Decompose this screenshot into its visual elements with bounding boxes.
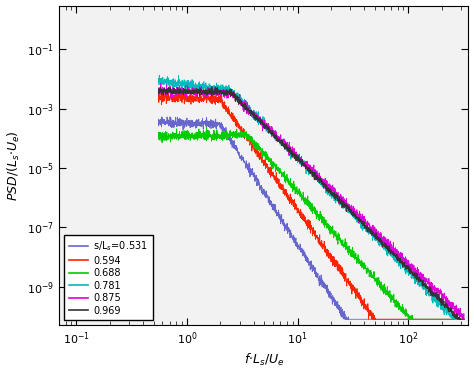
s/L$_s$=0.531 <box>167 121 173 125</box>
0.875 <box>293 154 299 158</box>
s/L$_s$=0.531 <box>302 252 308 256</box>
Line: 0.781: 0.781 <box>158 75 464 319</box>
s/L$_s$=0.531 <box>293 242 299 246</box>
0.781 <box>302 164 308 169</box>
0.875 <box>452 311 458 316</box>
Line: 0.688: 0.688 <box>158 128 464 319</box>
Line: 0.875: 0.875 <box>158 83 464 319</box>
s/L$_s$=0.531 <box>395 317 401 322</box>
0.969 <box>395 255 401 260</box>
0.969 <box>302 162 308 166</box>
s/L$_s$=0.531 <box>452 317 458 322</box>
0.969 <box>293 154 299 158</box>
Line: 0.594: 0.594 <box>158 92 464 319</box>
0.875 <box>461 317 467 322</box>
0.875 <box>452 306 458 311</box>
0.969 <box>452 313 458 317</box>
0.969 <box>461 317 467 322</box>
0.781 <box>395 256 401 261</box>
0.688 <box>452 317 458 322</box>
0.688 <box>461 317 467 322</box>
0.875 <box>302 162 308 167</box>
0.781 <box>293 153 299 157</box>
s/L$_s$=0.531 <box>452 317 458 322</box>
0.875 <box>395 249 401 254</box>
0.688 <box>302 198 308 203</box>
0.594 <box>461 317 467 322</box>
0.594 <box>452 317 458 322</box>
0.594 <box>452 317 458 322</box>
0.594 <box>395 317 401 322</box>
Line: 0.969: 0.969 <box>158 86 464 319</box>
0.688 <box>395 304 401 309</box>
0.969 <box>452 312 458 316</box>
0.781 <box>167 79 173 83</box>
0.594 <box>302 214 308 218</box>
0.781 <box>452 317 458 322</box>
0.594 <box>167 97 173 102</box>
0.688 <box>167 134 173 138</box>
X-axis label: $f{\cdot}L_s/U_e$: $f{\cdot}L_s/U_e$ <box>244 352 284 368</box>
Legend: s/L$_s$=0.531, 0.594, 0.688, 0.781, 0.875, 0.969: s/L$_s$=0.531, 0.594, 0.688, 0.781, 0.87… <box>64 235 153 321</box>
0.969 <box>167 87 173 92</box>
s/L$_s$=0.531 <box>461 317 467 322</box>
Y-axis label: $PSD/(L_s{\cdot}U_e)$: $PSD/(L_s{\cdot}U_e)$ <box>6 130 22 201</box>
0.688 <box>452 317 458 322</box>
0.781 <box>461 317 467 322</box>
0.594 <box>293 206 299 210</box>
Line: s/L$_s$=0.531: s/L$_s$=0.531 <box>158 117 464 319</box>
0.875 <box>167 87 173 92</box>
0.688 <box>293 189 299 194</box>
0.781 <box>452 316 458 320</box>
